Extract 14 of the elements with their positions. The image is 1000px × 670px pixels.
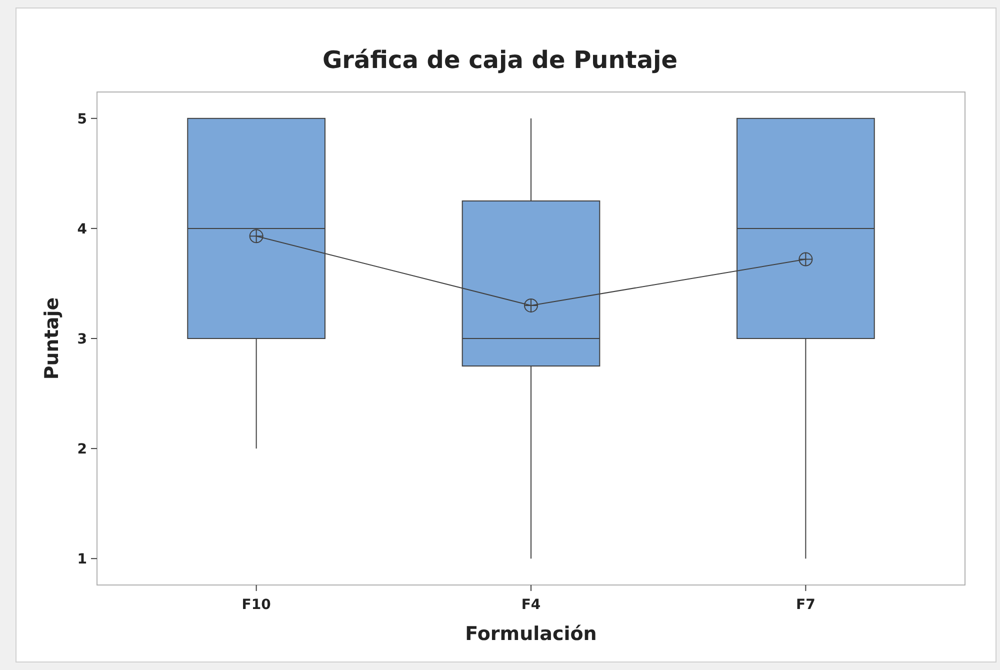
y-tick-label: 5 [77, 111, 87, 128]
y-tick-label: 2 [77, 441, 87, 458]
point [798, 252, 813, 266]
point [524, 298, 538, 312]
x-tick-label: F7 [796, 597, 816, 613]
chart-title: Gráfica de caja de Puntaje [322, 46, 678, 74]
y-tick-label: 4 [77, 221, 88, 238]
point [249, 229, 264, 244]
x-tick-label: F4 [521, 597, 541, 613]
y-axis-title: Puntaje [41, 297, 63, 380]
x-tick-label: F10 [242, 597, 272, 613]
x-axis-title: Formulación [465, 623, 597, 645]
y-tick-label: 3 [77, 331, 87, 348]
y-tick-label: 1 [77, 551, 87, 568]
